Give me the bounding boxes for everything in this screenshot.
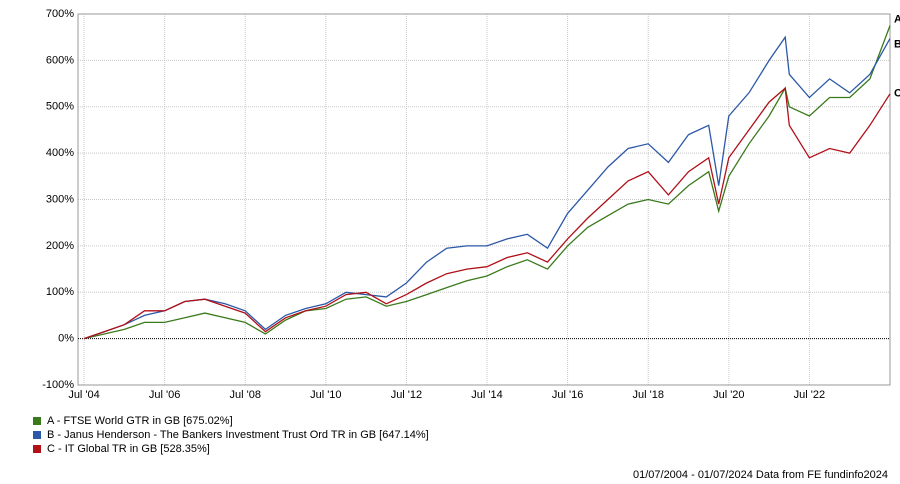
x-tick-label: Jul '04: [68, 389, 99, 401]
x-tick-label: Jul '12: [391, 389, 422, 401]
y-tick-label: 100%: [46, 286, 74, 298]
y-tick-label: -100%: [42, 379, 74, 391]
series-line: [83, 35, 891, 340]
x-tick-label: Jul '06: [149, 389, 180, 401]
x-tick-label: Jul '08: [230, 389, 261, 401]
y-tick-label: 400%: [46, 147, 74, 159]
y-tick-label: 500%: [46, 101, 74, 113]
legend-label: B - Janus Henderson - The Bankers Invest…: [47, 429, 429, 441]
legend-label: A - FTSE World GTR in GB [675.02%]: [47, 415, 233, 427]
legend-swatch: [33, 445, 41, 453]
legend-swatch: [33, 431, 41, 439]
legend-label: C - IT Global TR in GB [528.35%]: [47, 443, 210, 455]
x-tick-label: Jul '16: [552, 389, 583, 401]
y-tick-label: 300%: [46, 193, 74, 205]
x-tick-label: Jul '18: [632, 389, 663, 401]
x-tick-label: Jul '10: [310, 389, 341, 401]
y-tick-label: 200%: [46, 240, 74, 252]
series-end-label: B: [894, 38, 900, 50]
series-line: [83, 86, 891, 340]
y-tick-label: 700%: [46, 8, 74, 20]
series-end-label: C: [894, 88, 900, 100]
x-tick-label: Jul '14: [471, 389, 502, 401]
x-tick-label: Jul '20: [713, 389, 744, 401]
legend-swatch: [33, 417, 41, 425]
footer: 01/07/2004 - 01/07/2024 Data from FE fun…: [633, 469, 888, 481]
y-tick-label: 600%: [46, 54, 74, 66]
series-end-label: A: [894, 14, 900, 26]
x-tick-label: Jul '22: [794, 389, 825, 401]
plot-frame: [77, 13, 891, 386]
series-line: [83, 25, 891, 340]
y-tick-label: 0%: [58, 333, 74, 345]
